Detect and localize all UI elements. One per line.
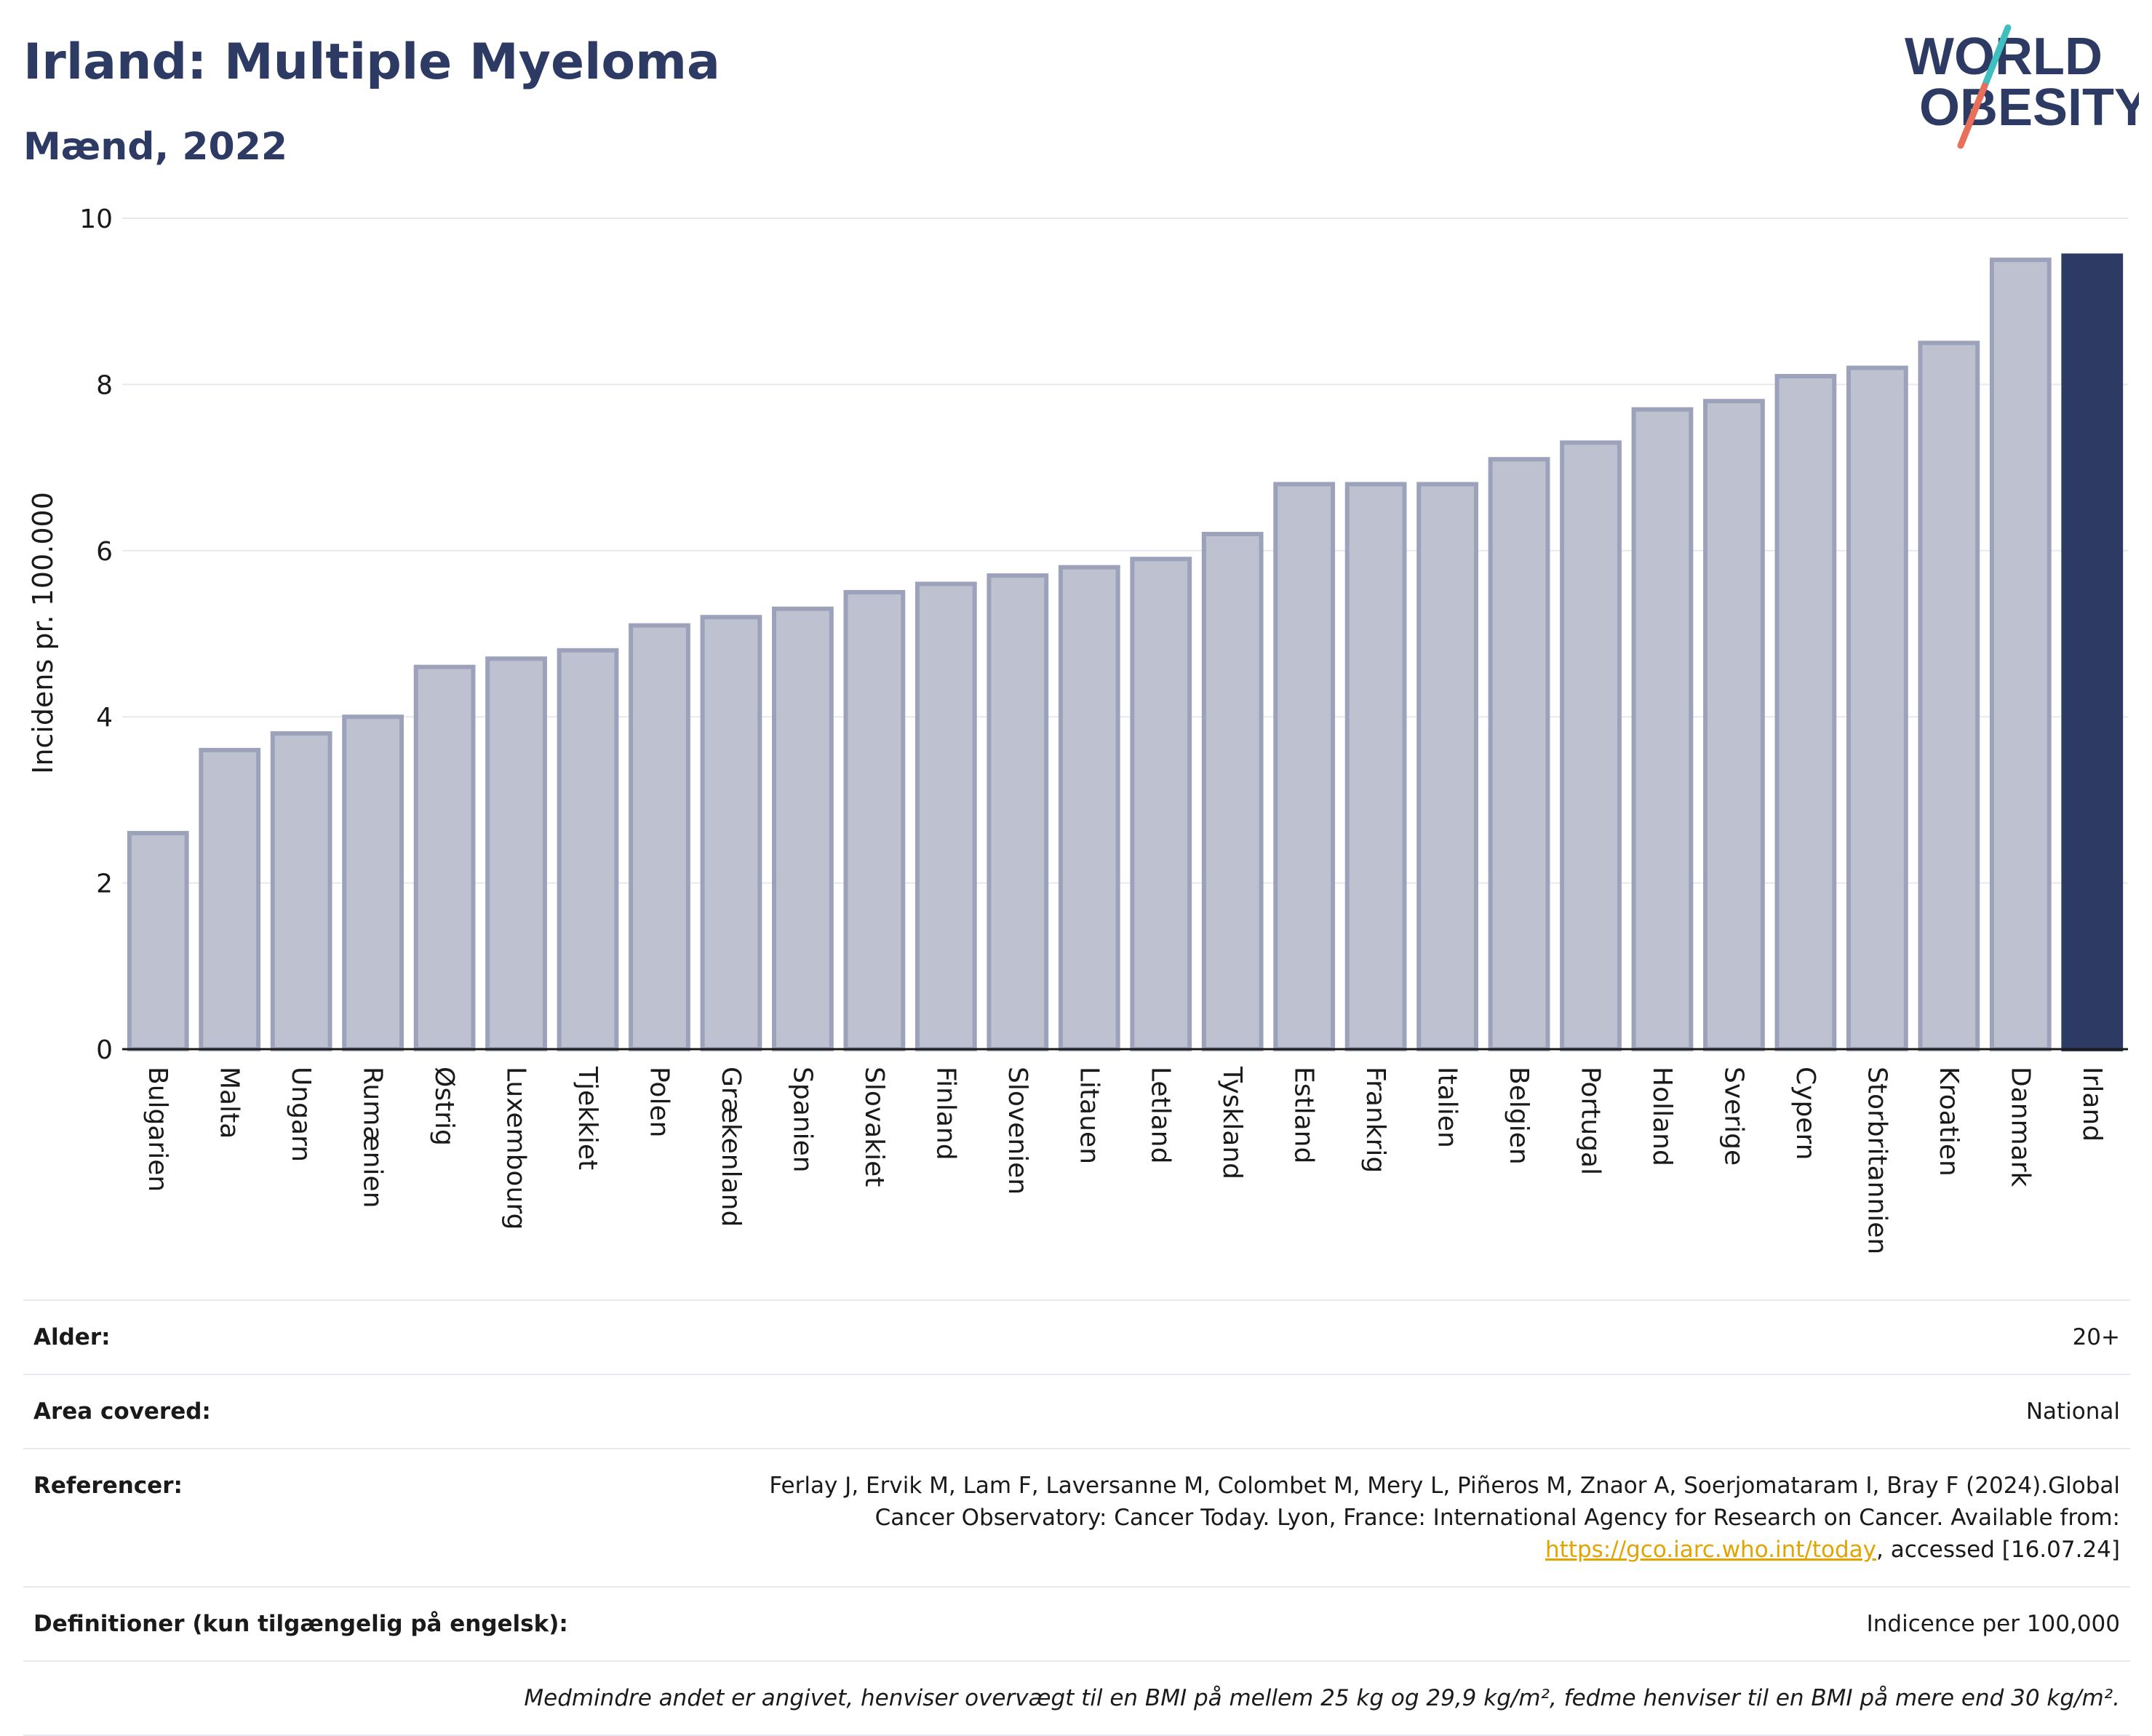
x-tick-label: Belgien xyxy=(1504,1067,1534,1165)
references-value: Ferlay J, Ervik M, Lam F, Laversanne M, … xyxy=(698,1448,2130,1588)
bar-chart: 0 2 4 6 8 10 Bulgarien Malta Ungarn Rumænien Østr… xyxy=(27,204,2128,1254)
bar-polen xyxy=(629,623,690,1051)
bar-irland xyxy=(2061,253,2124,1051)
bar-frankrig xyxy=(1344,482,1407,1051)
bar-bulgarien xyxy=(127,831,189,1051)
chart-title: Irland: Multiple Myeloma xyxy=(23,33,720,91)
x-tick-label: Rumænien xyxy=(358,1067,388,1208)
meta-row-definitions: Definitioner (kun tilgængelig på engelsk… xyxy=(23,1586,2130,1662)
bar-slovakiet xyxy=(843,589,906,1051)
bar-grækenland xyxy=(700,615,762,1051)
reference-link[interactable]: https://gco.iarc.who.int/today xyxy=(1545,1537,1876,1563)
bar-kroatien xyxy=(1918,341,1980,1051)
references-label: Referencer: xyxy=(23,1448,698,1588)
bmi-note: Medmindre andet er angivet, henviser ove… xyxy=(23,1660,2130,1736)
x-tick-label: Østrig xyxy=(429,1067,459,1146)
bar-danmark xyxy=(1989,258,2052,1052)
x-tick-label: Litauen xyxy=(1074,1067,1104,1164)
age-label: Alder: xyxy=(23,1299,698,1375)
bar-østrig xyxy=(413,664,476,1051)
age-value: 20+ xyxy=(698,1299,2130,1375)
metadata-table: Alder: 20+ Area covered: National Refere… xyxy=(23,1299,2130,1736)
x-tick-label: Malta xyxy=(215,1067,244,1139)
bar-luxembourg xyxy=(485,656,547,1051)
bar-spanien xyxy=(772,606,834,1051)
bar-tjekkiet xyxy=(557,648,619,1051)
x-tick-label: Tjekkiet xyxy=(573,1066,602,1170)
bar-letland xyxy=(1130,557,1192,1051)
bar-slovenien xyxy=(987,573,1049,1051)
x-tick-label: Slovenien xyxy=(1003,1067,1032,1195)
x-tick-label: Irland xyxy=(2077,1067,2107,1142)
x-tick-label: Bulgarien xyxy=(143,1067,172,1192)
meta-row-age: Alder: 20+ xyxy=(23,1299,2130,1375)
logo-slash-coral xyxy=(1957,82,1988,149)
x-tick-label: Holland xyxy=(1647,1067,1677,1166)
x-tick-label: Ungarn xyxy=(286,1067,316,1162)
meta-row-note: Medmindre andet er angivet, henviser ove… xyxy=(23,1660,2130,1736)
bar-finland xyxy=(914,581,977,1051)
y-axis-ticks: 0 2 4 6 8 10 xyxy=(79,204,113,1065)
y-tick-label: 4 xyxy=(96,703,113,733)
y-tick-label: 8 xyxy=(96,370,113,400)
bar-ungarn xyxy=(270,731,332,1051)
meta-row-area: Area covered: National xyxy=(23,1374,2130,1449)
x-tick-label: Letland xyxy=(1146,1067,1176,1163)
meta-row-references: Referencer: Ferlay J, Ervik M, Lam F, La… xyxy=(23,1448,2130,1588)
x-tick-label: Estland xyxy=(1289,1067,1319,1163)
x-tick-label: Sverige xyxy=(1718,1067,1748,1166)
x-tick-label: Frankrig xyxy=(1360,1067,1390,1173)
area-value: National xyxy=(698,1374,2130,1449)
logo-line-2: OBESITY xyxy=(1919,79,2139,137)
x-tick-label: Kroatien xyxy=(1934,1067,1964,1176)
x-tick-label: Tyskland xyxy=(1217,1066,1247,1179)
bar-cypern xyxy=(1774,373,1837,1051)
x-tick-label: Cypern xyxy=(1790,1067,1820,1160)
x-tick-label: Luxembourg xyxy=(501,1067,531,1230)
x-tick-label: Finland xyxy=(930,1067,960,1160)
bar-rumænien xyxy=(342,714,405,1051)
y-tick-label: 10 xyxy=(79,204,113,234)
y-tick-label: 6 xyxy=(96,537,113,567)
bar-belgien xyxy=(1488,457,1550,1051)
logo-slash-teal xyxy=(1981,24,2012,89)
chart-subtitle: Mænd, 2022 xyxy=(23,125,288,169)
y-tick-label: 0 xyxy=(96,1035,113,1065)
x-tick-label: Danmark xyxy=(2005,1067,2035,1187)
y-axis-label: Incidens pr. 100.000 xyxy=(27,492,59,774)
x-tick-label: Portugal xyxy=(1576,1067,1606,1175)
bar-storbritannien xyxy=(1846,365,1908,1051)
definitions-value: Indicence per 100,000 xyxy=(698,1586,2130,1662)
reference-accessed: , accessed [16.07.24] xyxy=(1876,1537,2120,1563)
x-tick-label: Storbritannien xyxy=(1862,1067,1892,1254)
bar-italien xyxy=(1416,482,1478,1051)
x-axis-labels: Bulgarien Malta Ungarn Rumænien Østrig Luxemb… xyxy=(143,1066,2107,1254)
x-tick-label: Polen xyxy=(644,1067,674,1137)
world-obesity-logo: WORLD OBESITY xyxy=(1905,24,2139,149)
x-tick-label: Italien xyxy=(1432,1067,1462,1148)
bar-portugal xyxy=(1560,440,1622,1051)
bar-estland xyxy=(1273,482,1336,1051)
x-tick-label: Slovakiet xyxy=(859,1067,889,1187)
x-tick-label: Grækenland xyxy=(716,1067,746,1227)
x-tick-label: Spanien xyxy=(787,1067,817,1173)
reference-text: Ferlay J, Ervik M, Lam F, Laversanne M, … xyxy=(769,1473,2120,1531)
bar-litauen xyxy=(1058,565,1120,1051)
bar-holland xyxy=(1631,407,1694,1051)
y-tick-label: 2 xyxy=(96,869,113,899)
bar-malta xyxy=(199,747,261,1051)
bars xyxy=(127,253,2124,1052)
definitions-label: Definitioner (kun tilgængelig på engelsk… xyxy=(23,1586,698,1662)
bar-tyskland xyxy=(1201,531,1264,1051)
bar-sverige xyxy=(1703,399,1765,1051)
area-label: Area covered: xyxy=(23,1374,698,1449)
